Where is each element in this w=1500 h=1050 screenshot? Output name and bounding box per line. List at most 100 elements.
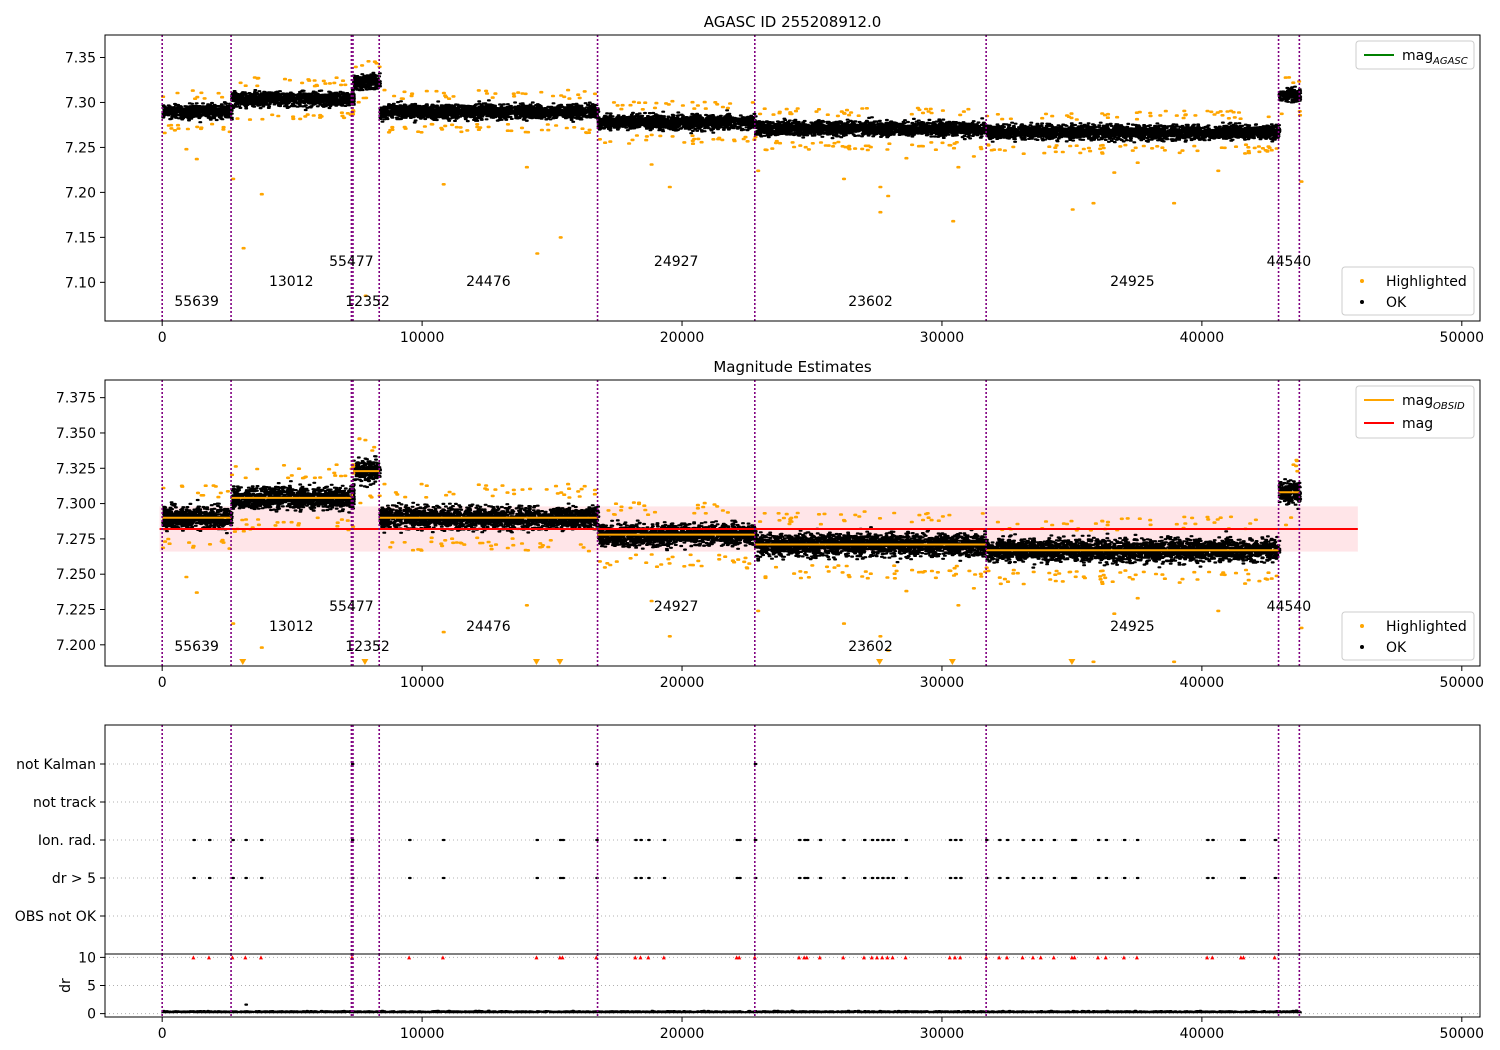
off-scale-marker: [876, 659, 884, 665]
dr-flag-marker: [661, 955, 666, 960]
obsid-label: 55639: [174, 294, 219, 310]
obsid-label: 24476: [466, 619, 511, 635]
obsid-label: 13012: [269, 274, 314, 290]
dr-flag-marker: [243, 955, 248, 960]
dr-flag-marker: [903, 955, 908, 960]
obsid-label: 24925: [1110, 619, 1155, 635]
y-tick-label: 7.300: [56, 497, 96, 513]
flag-points: [192, 838, 1278, 880]
plot-title: AGASC ID 255208912.0: [704, 13, 882, 31]
off-scale-marker: [556, 659, 564, 665]
off-scale-marker: [1068, 659, 1076, 665]
dr-flag-marker: [560, 955, 565, 960]
y-tick-label: 7.250: [56, 567, 96, 583]
dr-flag-marker: [817, 955, 822, 960]
y-tick-label: 5: [87, 979, 96, 995]
legend-box: [1341, 266, 1475, 316]
dr-flag-marker: [1051, 955, 1056, 960]
obsid-label: 55477: [329, 599, 374, 615]
obsid-label: 23602: [848, 639, 893, 655]
dr-flag-marker: [440, 955, 445, 960]
dr-flag-marker: [861, 955, 866, 960]
obsid-label: 24927: [654, 254, 699, 270]
x-tick-label: 50000: [1440, 1026, 1485, 1042]
off-scale-marker: [239, 659, 247, 665]
dr-flag-marker: [1020, 955, 1025, 960]
dr-flag-marker: [646, 955, 651, 960]
x-tick-label: 20000: [660, 1026, 705, 1042]
dr-flag-marker: [1241, 955, 1246, 960]
y-tick-label: 7.375: [56, 391, 96, 407]
dr-flag-marker: [1038, 955, 1043, 960]
y-tick-label: 7.25: [65, 140, 96, 156]
dr-flag-marker: [952, 955, 957, 960]
dr-flag-marker: [802, 955, 807, 960]
y-tick-label: 7.20: [65, 185, 96, 201]
dr-flag-marker: [633, 955, 638, 960]
obsid-label: 24927: [654, 599, 699, 615]
y-tick-label: 7.275: [56, 532, 96, 548]
dr-flag-marker: [407, 955, 412, 960]
x-tick-label: 40000: [1180, 1026, 1225, 1042]
dr-flag-marker: [1004, 955, 1009, 960]
y-tick-label: 7.30: [65, 95, 96, 111]
dr-flag-marker: [191, 955, 196, 960]
highlighted-points: [161, 60, 1304, 298]
obsid-label: 44540: [1267, 599, 1312, 615]
legend-label: mag: [1402, 416, 1433, 432]
legend-marker-swatch: [1360, 300, 1364, 304]
dr-flag-marker: [804, 955, 809, 960]
y-tick-label: 7.225: [56, 603, 96, 619]
x-tick-label: 50000: [1440, 675, 1485, 691]
dr-flag-marker: [947, 955, 952, 960]
dr-flag-marker: [557, 955, 562, 960]
obsid-label: 55639: [174, 639, 219, 655]
x-tick-label: 30000: [920, 1026, 965, 1042]
x-tick-label: 50000: [1440, 330, 1485, 346]
flag-category-label: Ion. rad.: [38, 833, 96, 849]
dr-flag-marker: [206, 955, 211, 960]
x-tick-label: 30000: [920, 330, 965, 346]
flag-category-label: dr > 5: [52, 871, 96, 887]
dr-flag-marker: [841, 955, 846, 960]
dr-flag-marker: [796, 955, 801, 960]
dr-points: [161, 1003, 1302, 1014]
x-tick-label: 0: [158, 1026, 167, 1042]
highlighted-points: [161, 437, 1304, 664]
y-tick-label: 7.15: [65, 230, 96, 246]
dr-flag-marker: [997, 955, 1002, 960]
obsid-label: 12352: [345, 294, 390, 310]
dr-flag-marker: [1072, 955, 1077, 960]
y-tick-label: 7.35: [65, 50, 96, 66]
y-tick-label: 7.350: [56, 426, 96, 442]
off-scale-marker: [948, 659, 956, 665]
dr-flag-marker: [958, 955, 963, 960]
dr-flag-marker: [984, 955, 989, 960]
dr-flag-marker: [534, 955, 539, 960]
legend-box: [1355, 40, 1475, 70]
legend-marker-swatch: [1360, 624, 1364, 628]
ok-points: [161, 71, 1303, 144]
obsid-label: 13012: [269, 619, 314, 635]
obsid-label: 23602: [848, 294, 893, 310]
y-tick-label: 7.200: [56, 638, 96, 654]
x-tick-label: 20000: [660, 330, 705, 346]
legend-label: Highlighted: [1386, 619, 1467, 635]
plot-title: Magnitude Estimates: [713, 358, 871, 376]
dr-flag-marker: [734, 955, 739, 960]
legend-marker-swatch: [1360, 645, 1364, 649]
legend-label: Highlighted: [1386, 274, 1467, 290]
legend-marker-swatch: [1360, 279, 1364, 283]
flag-category-label: not track: [33, 795, 97, 811]
dr-flag-marker: [1095, 955, 1100, 960]
dr-flag-marker: [1030, 955, 1035, 960]
off-scale-marker: [532, 659, 540, 665]
dr-flag-marker: [1210, 955, 1215, 960]
x-tick-label: 40000: [1180, 675, 1225, 691]
plot-area-1: [161, 60, 1304, 298]
dr-flag-marker: [258, 955, 263, 960]
legend-label: OK: [1386, 640, 1407, 656]
x-tick-label: 40000: [1180, 330, 1225, 346]
legend-label: mag: [1402, 48, 1433, 64]
